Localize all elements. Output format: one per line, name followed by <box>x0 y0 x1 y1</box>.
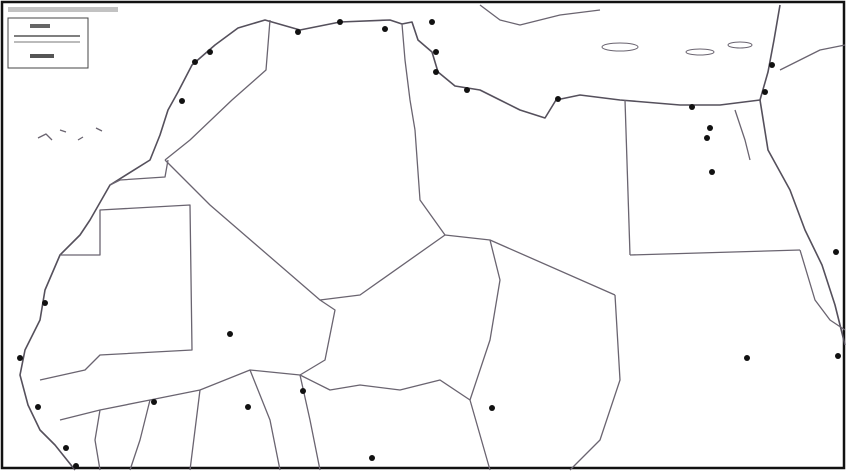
border <box>299 374 471 401</box>
legend-mark <box>30 54 54 58</box>
city <box>227 331 233 337</box>
island <box>685 48 715 56</box>
city <box>464 87 470 93</box>
islands <box>37 127 103 141</box>
city <box>207 49 213 55</box>
border <box>624 99 631 256</box>
city <box>35 404 41 410</box>
border <box>189 389 201 471</box>
city <box>295 29 301 35</box>
city <box>433 49 439 55</box>
city <box>835 353 841 359</box>
city <box>63 445 69 451</box>
coast <box>734 109 751 161</box>
city <box>179 98 185 104</box>
city <box>744 355 750 361</box>
border <box>799 249 846 331</box>
border <box>39 204 193 381</box>
border <box>469 239 501 471</box>
city <box>489 405 495 411</box>
city <box>382 26 388 32</box>
legend-mark <box>30 24 50 28</box>
city <box>769 62 775 68</box>
city <box>369 455 375 461</box>
city <box>689 104 695 110</box>
coastline <box>19 4 846 471</box>
border <box>109 159 169 186</box>
city <box>709 169 715 175</box>
city <box>555 96 561 102</box>
city <box>73 463 79 469</box>
city <box>833 249 839 255</box>
border <box>164 19 271 161</box>
island <box>601 42 639 52</box>
border <box>249 369 281 471</box>
border <box>629 249 801 256</box>
city <box>151 399 157 405</box>
borders <box>39 19 846 471</box>
city <box>337 19 343 25</box>
legend <box>4 4 124 69</box>
city <box>17 355 23 361</box>
city <box>42 300 48 306</box>
cities <box>17 19 841 469</box>
border <box>414 129 446 236</box>
coast <box>19 4 781 471</box>
city <box>245 404 251 410</box>
city <box>192 59 198 65</box>
border <box>569 294 621 471</box>
city <box>707 125 713 131</box>
city <box>429 19 435 25</box>
coast <box>479 4 601 26</box>
border <box>94 409 101 471</box>
city <box>762 89 768 95</box>
border <box>129 399 151 471</box>
city <box>433 69 439 75</box>
title-blur <box>8 7 118 12</box>
city <box>300 388 306 394</box>
city <box>704 135 710 141</box>
coast <box>779 44 846 71</box>
border <box>401 23 416 131</box>
coast <box>759 99 846 346</box>
island <box>727 41 753 49</box>
